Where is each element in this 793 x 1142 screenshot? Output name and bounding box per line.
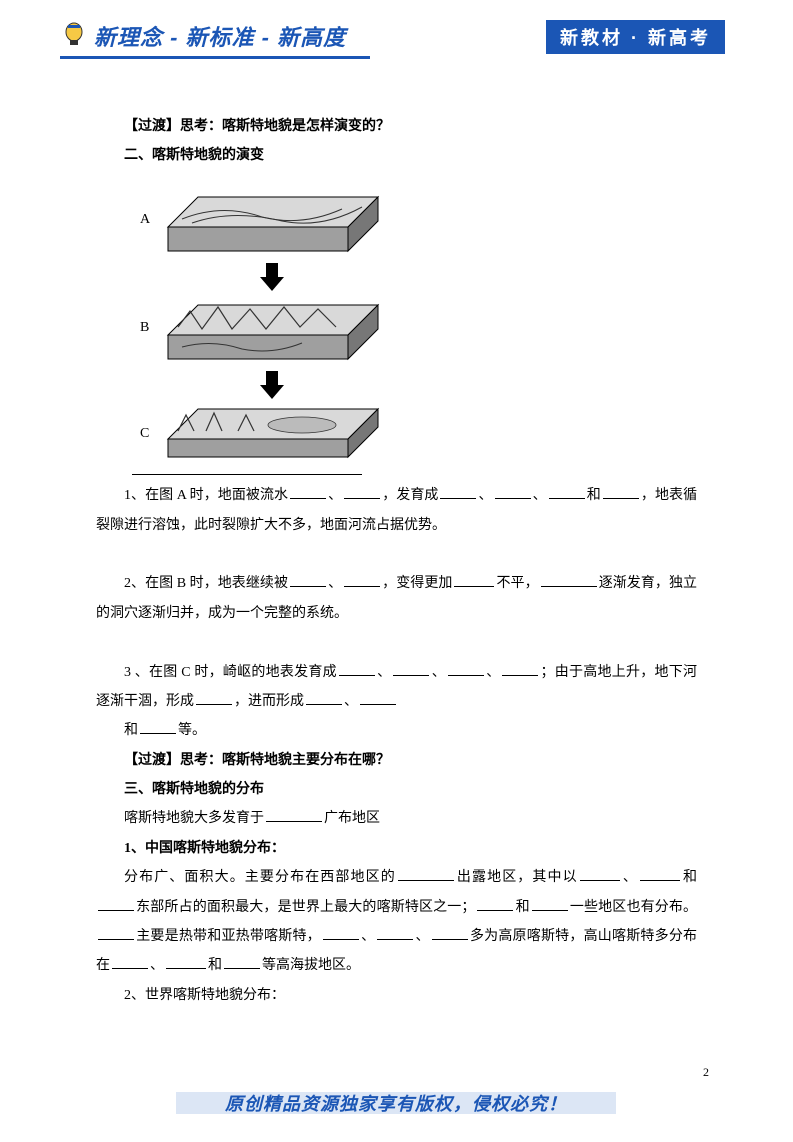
sep: 、 — [622, 870, 638, 885]
blank[interactable] — [196, 691, 232, 705]
sep: 、 — [415, 929, 429, 944]
transition-2: 【过渡】思考：喀斯特地貌主要分布在哪？ — [96, 746, 697, 775]
blank[interactable] — [166, 955, 206, 969]
sep: 、 — [486, 665, 501, 680]
sep: 、 — [328, 576, 342, 591]
blank[interactable] — [323, 926, 359, 940]
txt: 东部所占的面积最大，是世界上最大的喀斯特区之一； — [136, 900, 475, 915]
header-badge: 新教材 · 新高考 — [546, 20, 725, 54]
blank[interactable] — [477, 897, 513, 911]
sep: 、 — [478, 488, 492, 503]
diagram-label-a: A — [140, 212, 151, 227]
txt: ，发育成 — [382, 488, 438, 503]
txt: ，变得更加 — [382, 576, 452, 591]
txt: ，进而形成 — [234, 694, 304, 709]
s3-sub1: 1、中国喀斯特地貌分布： — [96, 834, 697, 863]
question-1: 1、在图 A 时，地面被流水、，发育成、、和，地表循裂隙进行溶蚀，此时裂隙扩大不… — [96, 481, 697, 540]
footer-text: 原创精品资源独家享有版权，侵权必究！ — [176, 1090, 616, 1116]
sep: 、 — [344, 694, 358, 709]
s3-line1: 喀斯特地貌大多发育于 广布地区 — [96, 804, 697, 833]
blank[interactable] — [502, 662, 538, 676]
question-3-line2: 和 等。 — [96, 716, 697, 745]
blank[interactable] — [580, 867, 620, 881]
blank[interactable] — [290, 485, 326, 499]
diagram-label-b: B — [140, 320, 149, 335]
blank[interactable] — [290, 573, 326, 587]
blank[interactable] — [266, 808, 322, 822]
blank[interactable] — [140, 720, 176, 734]
txt: 和 — [124, 723, 138, 738]
diagram-block-a — [168, 197, 378, 251]
page-footer: 原创精品资源独家享有版权，侵权必究！ — [0, 1090, 793, 1116]
diagram-arrow-2 — [260, 371, 284, 399]
header-title: 新理念 - 新标准 - 新高度 — [94, 20, 346, 52]
blank[interactable] — [532, 897, 568, 911]
blank[interactable] — [339, 662, 375, 676]
txt: 喀斯特地貌大多发育于 — [124, 811, 264, 826]
diagram-arrow-1 — [260, 263, 284, 291]
blank[interactable] — [454, 573, 494, 587]
blank[interactable] — [432, 926, 468, 940]
blank[interactable] — [603, 485, 639, 499]
blank[interactable] — [541, 573, 597, 587]
transition-1: 【过渡】思考：喀斯特地貌是怎样演变的？ — [96, 112, 697, 141]
spacer — [96, 628, 697, 657]
sep: 、 — [377, 665, 392, 680]
spacer — [96, 540, 697, 569]
blank[interactable] — [224, 955, 260, 969]
diagram-block-c — [168, 409, 378, 457]
txt: 出露地区，其中以 — [456, 870, 578, 885]
blank[interactable] — [360, 691, 396, 705]
sep: 、 — [431, 665, 446, 680]
china-dist: 分布广、面积大。主要分布在西部地区的出露地区，其中以、和东部所占的面积最大，是世… — [96, 863, 697, 981]
page-content: 【过渡】思考：喀斯特地貌是怎样演变的？ 二、喀斯特地貌的演变 A B — [0, 82, 793, 1010]
section-2-title: 二、喀斯特地貌的演变 — [96, 141, 697, 170]
s3-sub2: 2、世界喀斯特地貌分布： — [96, 981, 697, 1010]
q1-text: 1、在图 A 时，地面被流水 — [124, 488, 288, 503]
section-3-title: 三、喀斯特地貌的分布 — [96, 775, 697, 804]
diagram-underline — [132, 474, 362, 475]
page-header: 新理念 - 新标准 - 新高度 新教材 · 新高考 — [0, 20, 793, 82]
blank[interactable] — [344, 485, 380, 499]
blank[interactable] — [495, 485, 531, 499]
txt: 一些地区也有分布。 — [570, 900, 697, 915]
blank[interactable] — [98, 897, 134, 911]
txt: 分布广、面积大。主要分布在西部地区的 — [124, 870, 396, 885]
page-number: 2 — [703, 1065, 709, 1080]
question-3: 3 、在图 C 时，崎岖的地表发育成、、、；由于高地上升，地下河逐渐干涸，形成，… — [96, 658, 697, 717]
sep: 、 — [361, 929, 375, 944]
blank[interactable] — [112, 955, 148, 969]
txt: 2、在图 B 时，地表继续被 — [124, 576, 288, 591]
blank[interactable] — [640, 867, 680, 881]
header-underline — [60, 56, 370, 59]
blank[interactable] — [440, 485, 476, 499]
blank[interactable] — [98, 926, 134, 940]
blank[interactable] — [398, 867, 454, 881]
txt: 主要是热带和亚热带喀斯特， — [136, 929, 321, 944]
diagram-block-b — [168, 305, 378, 359]
header-left: 新理念 - 新标准 - 新高度 — [60, 20, 346, 52]
blank[interactable] — [344, 573, 380, 587]
blank[interactable] — [306, 691, 342, 705]
blank[interactable] — [377, 926, 413, 940]
txt: 和 — [587, 488, 601, 503]
blank[interactable] — [549, 485, 585, 499]
txt: 和 — [515, 900, 529, 915]
sep: 、 — [328, 488, 342, 503]
txt: 和 — [682, 870, 697, 885]
txt: 广布地区 — [324, 811, 380, 826]
txt: 3 、在图 C 时，崎岖的地表发育成 — [124, 665, 337, 680]
karst-evolution-diagram: A B C — [132, 179, 697, 470]
question-2: 2、在图 B 时，地表继续被、，变得更加不平，逐渐发育，独立的洞穴逐渐归并，成为… — [96, 569, 697, 628]
txt: 和 — [208, 958, 222, 973]
sep: 、 — [150, 958, 164, 973]
txt: 等高海拔地区。 — [262, 958, 360, 973]
blank[interactable] — [448, 662, 484, 676]
diagram-label-c: C — [140, 426, 149, 441]
blank[interactable] — [393, 662, 429, 676]
sep: 、 — [533, 488, 547, 503]
txt: 等。 — [178, 723, 206, 738]
txt: 不平， — [496, 576, 538, 591]
